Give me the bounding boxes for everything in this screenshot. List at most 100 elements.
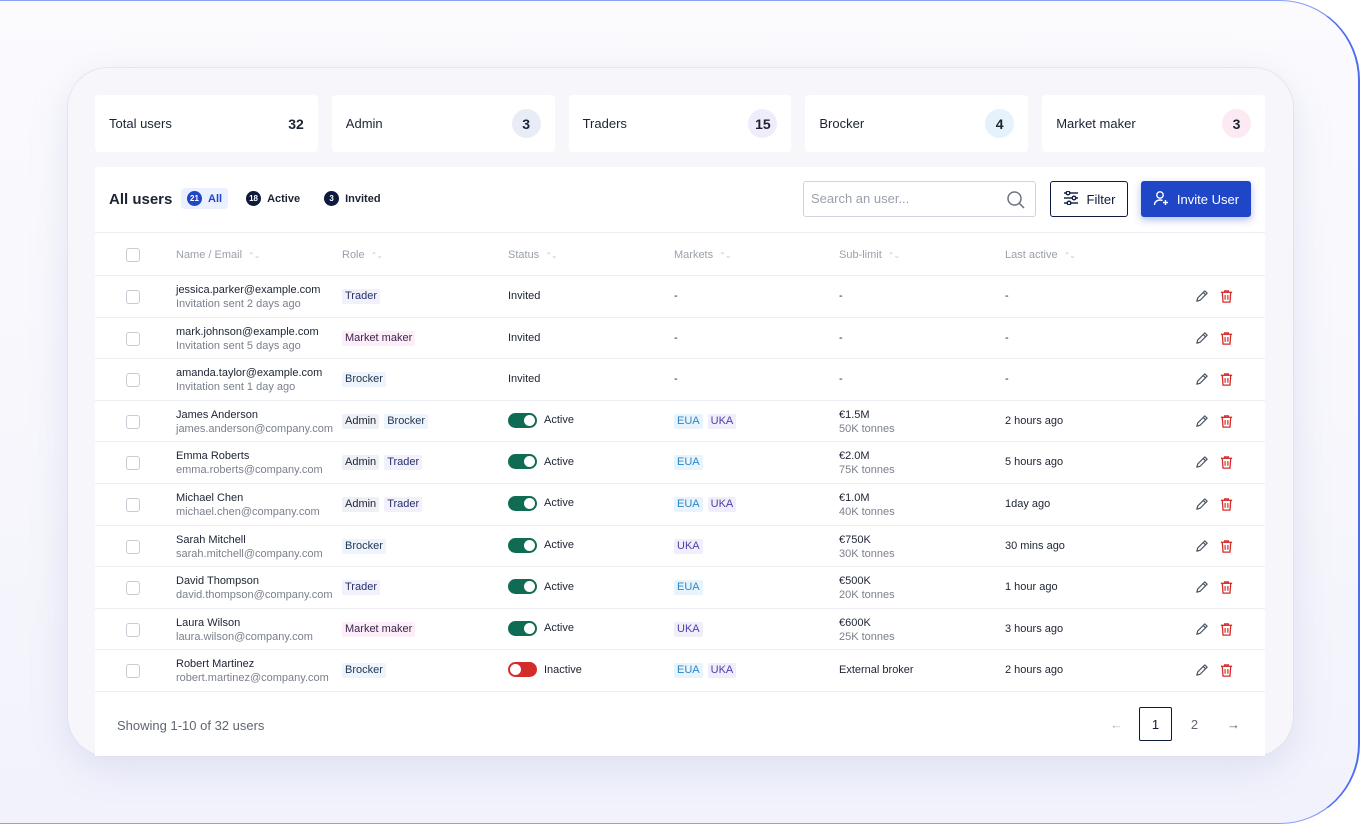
edit-icon[interactable] <box>1194 372 1209 390</box>
trash-icon[interactable] <box>1219 455 1234 473</box>
row-checkbox[interactable] <box>126 290 140 304</box>
next-page-arrow-icon[interactable]: → <box>1227 716 1240 732</box>
search-icon[interactable] <box>1006 190 1026 215</box>
row-checkbox[interactable] <box>126 664 140 679</box>
table-row[interactable]: jessica.parker@example.com Invitation sen… <box>95 276 1265 318</box>
market-tag: EUA <box>674 455 703 471</box>
trash-icon[interactable] <box>1219 331 1234 349</box>
table-row[interactable]: Sarah Mitchell sarah.mitchell@company.com… <box>95 526 1265 568</box>
page-1-button[interactable]: 1 <box>1139 707 1172 741</box>
status-cell: Inactive <box>508 662 582 678</box>
sublimit-cell: - <box>839 290 843 302</box>
column-header-sublimit[interactable]: Sub-limit ⌃⌄ <box>839 249 900 261</box>
edit-icon[interactable] <box>1194 414 1209 432</box>
filter-button[interactable]: Filter <box>1050 181 1128 217</box>
user-subtext: Invitation sent 5 days ago <box>176 339 301 352</box>
row-checkbox[interactable] <box>126 331 140 346</box>
role-tag: Trader <box>384 496 423 512</box>
row-checkbox[interactable] <box>126 581 140 596</box>
page-2-button[interactable]: 2 <box>1190 716 1199 732</box>
sort-icon: ⌃⌄ <box>887 250 900 260</box>
column-header-role[interactable]: Role ⌃⌄ <box>342 249 383 261</box>
stat-card: Total users 32 <box>95 95 318 152</box>
edit-icon[interactable] <box>1194 497 1209 515</box>
edit-icon[interactable] <box>1194 331 1209 349</box>
table-row[interactable]: Robert Martinez robert.martinez@company.c… <box>95 650 1265 692</box>
status-toggle[interactable] <box>508 579 537 595</box>
row-checkbox[interactable] <box>126 414 140 429</box>
table-row[interactable]: David Thompson david.thompson@company.com… <box>95 567 1265 609</box>
invite-user-button[interactable]: Invite User <box>1141 181 1251 217</box>
column-header-last-active[interactable]: Last active ⌃⌄ <box>1005 249 1076 261</box>
row-actions <box>1194 497 1234 515</box>
stat-label: Brocker <box>819 116 865 131</box>
row-checkbox[interactable] <box>126 456 140 471</box>
select-all-checkbox[interactable] <box>126 248 140 262</box>
table-row[interactable]: James Anderson james.anderson@company.com… <box>95 401 1265 443</box>
toggle-knob <box>524 497 535 509</box>
role-tag: Brocker <box>342 538 386 554</box>
status-toggle[interactable] <box>508 620 537 636</box>
row-checkbox[interactable] <box>126 497 140 512</box>
trash-icon[interactable] <box>1219 414 1234 432</box>
table-row[interactable]: mark.johnson@example.com Invitation sent … <box>95 318 1265 360</box>
sublimit-amount: External broker <box>839 664 914 677</box>
table-row[interactable]: Laura Wilson laura.wilson@company.com Mark… <box>95 609 1265 651</box>
user-cell: James Anderson james.anderson@company.com <box>176 408 333 436</box>
trash-icon[interactable] <box>1219 622 1234 640</box>
filter-chip-all[interactable]: 21 All <box>181 188 229 209</box>
role-tags: Trader <box>342 580 380 596</box>
row-checkbox[interactable] <box>126 539 140 554</box>
trash-icon[interactable] <box>1219 580 1234 598</box>
trash-icon[interactable] <box>1219 497 1234 515</box>
filter-chip-invited[interactable]: 3 Invited <box>318 188 386 209</box>
last-active: 3 hours ago <box>1005 622 1064 635</box>
search-input[interactable] <box>811 191 1001 206</box>
role-tags: Admin Trader <box>342 496 423 512</box>
edit-icon[interactable] <box>1194 539 1209 557</box>
trash-icon[interactable] <box>1219 289 1234 307</box>
market-tag: EUA <box>674 580 703 596</box>
status-toggle[interactable] <box>508 412 537 428</box>
status-cell: Active <box>508 454 574 470</box>
trash-icon[interactable] <box>1219 539 1234 557</box>
status-cell: Active <box>508 537 574 553</box>
role-tag: Market maker <box>342 621 416 637</box>
column-header-status[interactable]: Status ⌃⌄ <box>508 249 558 261</box>
row-checkbox[interactable] <box>126 373 140 388</box>
sublimit-amount: €1.5M <box>839 408 870 421</box>
edit-icon[interactable] <box>1194 580 1209 598</box>
column-header-markets[interactable]: Markets ⌃⌄ <box>674 249 732 261</box>
table-row[interactable]: Emma Roberts emma.roberts@company.com Admi… <box>95 442 1265 484</box>
status-toggle[interactable] <box>508 454 537 470</box>
trash-icon[interactable] <box>1219 372 1234 390</box>
user-cell: Emma Roberts emma.roberts@company.com <box>176 449 323 477</box>
edit-icon[interactable] <box>1194 289 1209 307</box>
user-subtext: james.anderson@company.com <box>176 422 334 435</box>
trash-icon[interactable] <box>1219 663 1234 681</box>
status-toggle[interactable] <box>508 537 537 553</box>
user-plus-icon <box>1153 190 1169 209</box>
status-cell: Invited <box>508 290 540 302</box>
user-name: David Thompson <box>176 575 259 588</box>
role-tag: Trader <box>342 289 380 304</box>
status-toggle[interactable] <box>508 495 537 511</box>
markets-empty: - <box>674 373 678 386</box>
row-checkbox[interactable] <box>126 622 140 637</box>
users-table-body: jessica.parker@example.com Invitation sen… <box>95 276 1265 692</box>
role-tag: Brocker <box>342 372 386 388</box>
edit-icon[interactable] <box>1194 663 1209 681</box>
stat-value: 3 <box>1221 109 1251 138</box>
edit-icon[interactable] <box>1194 622 1209 640</box>
user-cell: jessica.parker@example.com Invitation sen… <box>176 283 320 311</box>
prev-page-arrow-icon[interactable]: ← <box>1110 716 1123 732</box>
table-row[interactable]: Michael Chen michael.chen@company.com Admi… <box>95 484 1265 526</box>
table-row[interactable]: amanda.taylor@example.com Invitation sent… <box>95 359 1265 401</box>
status-toggle[interactable] <box>508 662 537 678</box>
status-label: Active <box>544 622 574 635</box>
search-box[interactable] <box>803 181 1036 217</box>
filter-chip-active[interactable]: 18 Active <box>240 188 306 209</box>
column-header-name[interactable]: Name / Email ⌃⌄ <box>176 249 260 261</box>
edit-icon[interactable] <box>1194 455 1209 473</box>
row-actions <box>1194 539 1234 557</box>
